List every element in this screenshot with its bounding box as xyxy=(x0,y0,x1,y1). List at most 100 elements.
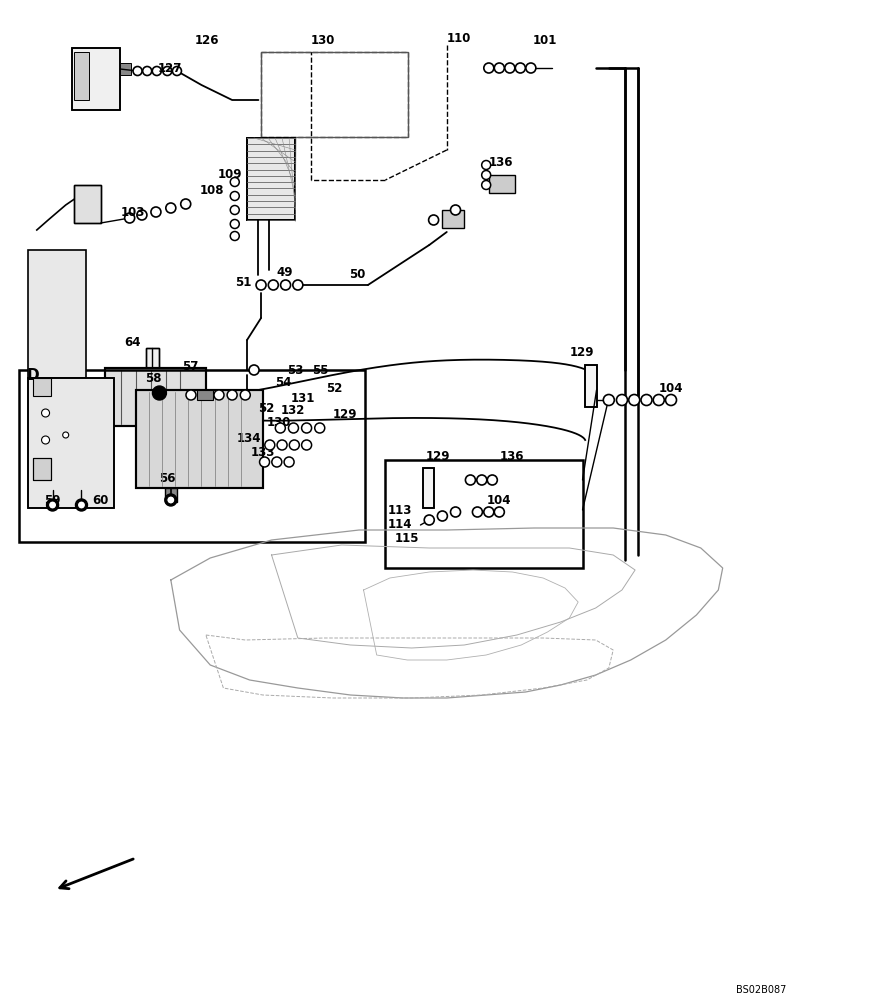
Circle shape xyxy=(152,386,166,400)
Text: 133: 133 xyxy=(251,446,275,458)
Bar xyxy=(165,488,177,502)
Circle shape xyxy=(268,280,279,290)
Text: 126: 126 xyxy=(194,33,219,46)
Circle shape xyxy=(289,440,300,450)
Circle shape xyxy=(186,390,196,400)
Bar xyxy=(247,138,295,220)
Text: 54: 54 xyxy=(275,375,292,388)
Text: 109: 109 xyxy=(217,168,242,182)
Text: 114: 114 xyxy=(387,518,412,530)
Circle shape xyxy=(251,392,261,402)
Text: 53: 53 xyxy=(287,363,304,376)
Circle shape xyxy=(63,432,68,438)
Circle shape xyxy=(437,511,448,521)
Text: D: D xyxy=(26,367,39,382)
Circle shape xyxy=(477,475,487,485)
Circle shape xyxy=(280,280,291,290)
Bar xyxy=(423,468,434,508)
Circle shape xyxy=(249,365,259,375)
Circle shape xyxy=(133,66,142,76)
Circle shape xyxy=(629,394,639,406)
Bar xyxy=(28,378,114,508)
Text: 57: 57 xyxy=(182,360,199,372)
Circle shape xyxy=(284,457,294,467)
Circle shape xyxy=(487,475,498,485)
Circle shape xyxy=(238,392,249,402)
Text: 52: 52 xyxy=(258,401,275,414)
Bar xyxy=(105,368,206,426)
Bar xyxy=(33,378,51,396)
Circle shape xyxy=(484,63,494,73)
Circle shape xyxy=(214,392,224,402)
Circle shape xyxy=(256,280,266,290)
Circle shape xyxy=(293,280,303,290)
Circle shape xyxy=(505,63,515,73)
Bar xyxy=(105,368,206,426)
Text: 104: 104 xyxy=(487,493,512,506)
Text: 55: 55 xyxy=(312,363,328,376)
Bar xyxy=(489,175,515,193)
Circle shape xyxy=(214,390,224,400)
Text: 50: 50 xyxy=(349,267,365,280)
Circle shape xyxy=(46,499,59,511)
Circle shape xyxy=(482,160,491,169)
Bar xyxy=(585,365,597,407)
Text: 129: 129 xyxy=(569,346,594,359)
Bar xyxy=(247,138,295,220)
Circle shape xyxy=(265,440,275,450)
Text: 127: 127 xyxy=(158,62,182,75)
Circle shape xyxy=(482,180,491,190)
Text: 49: 49 xyxy=(277,265,293,278)
Circle shape xyxy=(465,475,476,485)
Circle shape xyxy=(277,440,287,450)
Bar xyxy=(19,370,365,542)
Circle shape xyxy=(450,205,461,215)
Text: 58: 58 xyxy=(145,371,162,384)
Circle shape xyxy=(484,507,494,517)
Circle shape xyxy=(143,66,152,76)
Bar xyxy=(146,348,159,378)
Circle shape xyxy=(41,436,50,444)
Circle shape xyxy=(230,206,239,215)
Circle shape xyxy=(226,392,237,402)
Circle shape xyxy=(275,423,286,433)
Bar xyxy=(74,52,89,100)
Bar xyxy=(28,250,86,378)
Circle shape xyxy=(653,394,664,406)
Bar xyxy=(261,52,408,137)
Bar xyxy=(72,48,120,110)
Text: 64: 64 xyxy=(124,336,141,349)
Circle shape xyxy=(166,203,176,213)
Text: 136: 136 xyxy=(489,155,513,168)
Circle shape xyxy=(428,215,439,225)
Circle shape xyxy=(41,409,50,417)
Text: 115: 115 xyxy=(394,532,419,544)
Circle shape xyxy=(240,390,251,400)
Bar xyxy=(146,348,159,378)
Bar xyxy=(197,390,213,400)
Text: 110: 110 xyxy=(447,31,471,44)
Text: 134: 134 xyxy=(237,432,261,444)
Circle shape xyxy=(482,170,491,180)
Circle shape xyxy=(272,457,282,467)
Bar xyxy=(28,378,114,508)
Bar xyxy=(423,468,434,508)
Circle shape xyxy=(666,394,676,406)
Circle shape xyxy=(230,220,239,229)
Text: 60: 60 xyxy=(92,493,109,506)
Bar xyxy=(33,458,51,480)
Text: 59: 59 xyxy=(44,493,60,506)
Circle shape xyxy=(173,66,181,76)
Circle shape xyxy=(301,423,312,433)
Circle shape xyxy=(230,232,239,240)
Bar xyxy=(385,460,583,568)
Circle shape xyxy=(166,496,175,504)
Text: 51: 51 xyxy=(235,275,251,288)
Circle shape xyxy=(137,210,147,220)
Circle shape xyxy=(180,199,191,209)
Circle shape xyxy=(494,63,505,73)
Circle shape xyxy=(617,394,627,406)
Text: BS02B087: BS02B087 xyxy=(736,985,787,995)
Text: 130: 130 xyxy=(267,416,292,428)
Text: 130: 130 xyxy=(311,33,336,46)
